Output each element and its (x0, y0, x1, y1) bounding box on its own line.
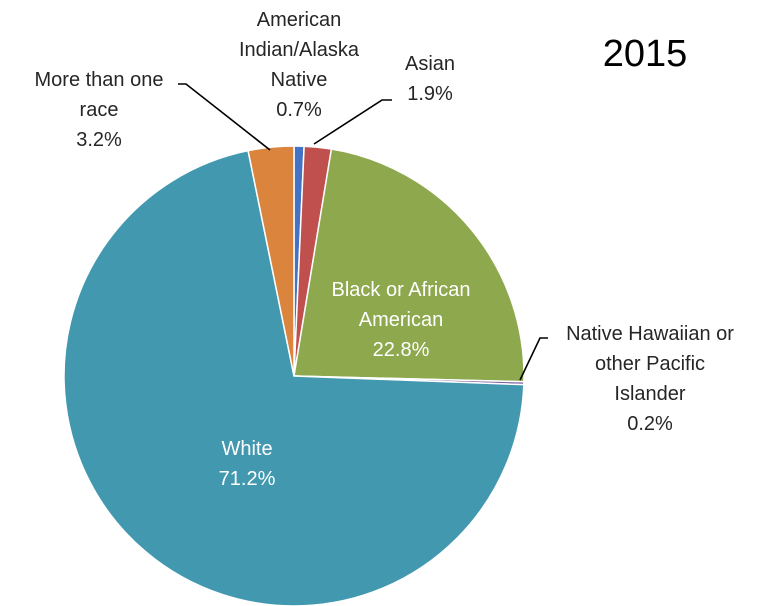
value-label: 3.2% (76, 129, 122, 151)
category-label-line: other Pacific (595, 353, 705, 375)
category-label-line: Native (271, 69, 328, 91)
label-native-hawaiian-or-other-pacific-islander: Native Hawaiian or other Pacific Islander 0… (566, 323, 734, 435)
slice-white (63, 149, 525, 606)
category-label-line: Native Hawaiian or (566, 323, 734, 345)
label-american-indian-alaska-native: American Indian/Alaska Native 0.7% (239, 9, 360, 121)
value-label: 0.7% (276, 99, 322, 121)
slice-labels: American Indian/Alaska Native 0.7% Asian 1.9%… (35, 9, 735, 490)
category-label-line: More than one (35, 69, 164, 91)
label-white: White 71.2% (219, 438, 276, 490)
value-label: 22.8% (373, 339, 430, 361)
label-black-or-african-american: Black or African American 22.8% (332, 279, 471, 361)
leader-lines (178, 83, 548, 381)
value-label: 0.2% (627, 413, 673, 435)
leader-line-native-hawaiian-or-other-pacific-islander (519, 337, 548, 381)
leader-line-asian (313, 99, 392, 145)
category-label-line: American (257, 9, 341, 31)
category-label-line: Black or African (332, 279, 471, 301)
label-more-than-one-race: More than one race 3.2% (35, 69, 164, 151)
category-label-line: Islander (614, 383, 685, 405)
chart-title: 2015 (603, 33, 688, 75)
label-asian: Asian 1.9% (405, 53, 455, 105)
category-label-line: White (221, 438, 272, 460)
slice-more-than-one-race (247, 145, 295, 377)
leader-line-more-than-one-race (178, 83, 271, 151)
category-label-line: American (359, 309, 443, 331)
value-label: 1.9% (407, 83, 453, 105)
slice-black-or-african-american (293, 148, 525, 383)
category-label-line: Indian/Alaska (239, 39, 360, 61)
category-label-line: Asian (405, 53, 455, 75)
category-label-line: race (80, 99, 119, 121)
pie-slices (63, 145, 525, 606)
value-label: 71.2% (219, 468, 276, 490)
